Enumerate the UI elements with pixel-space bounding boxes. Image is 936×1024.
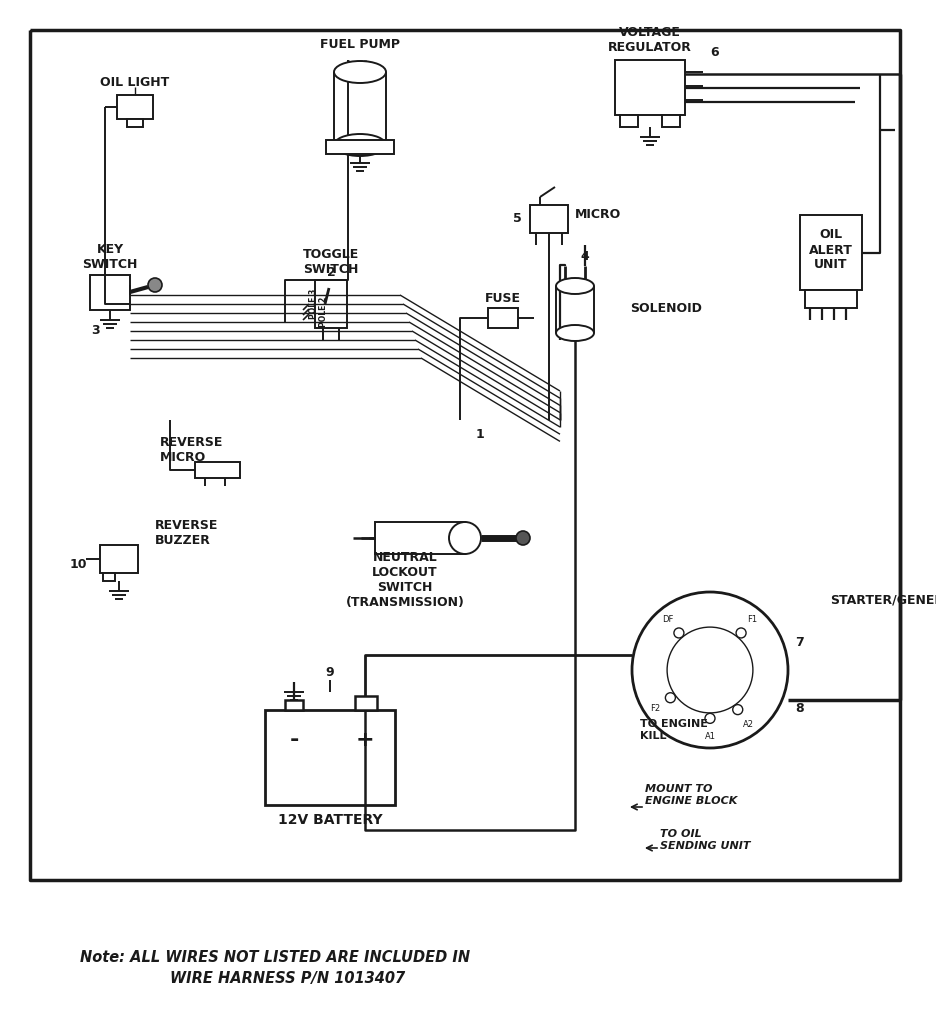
Text: FUSE: FUSE <box>485 292 521 304</box>
Text: -: - <box>289 730 299 750</box>
Circle shape <box>516 531 530 545</box>
Circle shape <box>665 693 676 702</box>
Text: 2: 2 <box>327 265 335 279</box>
Circle shape <box>705 714 715 723</box>
Bar <box>620 115 638 127</box>
Bar <box>530 205 568 233</box>
Text: 4: 4 <box>580 250 590 262</box>
Text: STARTER/GENERATOR: STARTER/GENERATOR <box>830 594 936 606</box>
Text: F1: F1 <box>748 614 758 624</box>
Text: OIL LIGHT: OIL LIGHT <box>100 77 169 89</box>
Bar <box>285 700 303 710</box>
Text: 12V BATTERY: 12V BATTERY <box>278 813 382 827</box>
Text: MICRO: MICRO <box>575 209 622 221</box>
Circle shape <box>667 627 753 713</box>
Text: TO ENGINE
KILL: TO ENGINE KILL <box>640 719 708 740</box>
Text: REVERSE
MICRO: REVERSE MICRO <box>160 436 224 464</box>
Ellipse shape <box>449 522 481 554</box>
Bar <box>195 462 240 478</box>
Bar <box>265 710 395 805</box>
Text: DF: DF <box>662 614 673 624</box>
Text: KEY
SWITCH: KEY SWITCH <box>82 243 138 271</box>
Bar <box>488 308 518 328</box>
Circle shape <box>632 592 788 748</box>
Ellipse shape <box>556 325 594 341</box>
Ellipse shape <box>334 61 386 83</box>
Circle shape <box>736 628 746 638</box>
Bar <box>326 140 394 154</box>
Bar <box>117 95 153 119</box>
Text: REVERSE
BUZZER: REVERSE BUZZER <box>155 519 218 547</box>
Text: OIL
ALERT
UNIT: OIL ALERT UNIT <box>809 228 853 271</box>
Text: 3: 3 <box>91 324 99 337</box>
Text: POLE 2: POLE 2 <box>318 297 328 327</box>
Bar <box>375 522 465 554</box>
Text: FUEL PUMP: FUEL PUMP <box>320 39 400 51</box>
Bar <box>800 215 862 290</box>
Text: F2: F2 <box>651 703 661 713</box>
Text: Note: ALL WIRES NOT LISTED ARE INCLUDED IN: Note: ALL WIRES NOT LISTED ARE INCLUDED … <box>80 950 470 966</box>
Bar <box>90 275 130 310</box>
Text: TO OIL
SENDING UNIT: TO OIL SENDING UNIT <box>660 829 751 851</box>
Text: A1: A1 <box>705 732 715 740</box>
Text: MOUNT TO
ENGINE BLOCK: MOUNT TO ENGINE BLOCK <box>645 784 738 806</box>
Circle shape <box>148 278 162 292</box>
Text: 5: 5 <box>513 213 522 225</box>
Circle shape <box>674 628 684 638</box>
Bar <box>127 119 143 127</box>
Text: A2: A2 <box>742 720 753 729</box>
Text: 1: 1 <box>475 428 484 441</box>
Bar <box>615 60 685 115</box>
Bar <box>805 290 857 308</box>
Ellipse shape <box>334 134 386 156</box>
Text: 6: 6 <box>710 45 719 58</box>
Ellipse shape <box>556 278 594 294</box>
Text: 8: 8 <box>796 701 804 715</box>
Text: TOGGLE
SWITCH: TOGGLE SWITCH <box>303 248 359 276</box>
Bar <box>100 545 138 573</box>
Bar <box>315 280 347 328</box>
Text: SOLENOID: SOLENOID <box>630 301 702 314</box>
Bar <box>103 573 115 581</box>
Text: NEUTRAL
LOCKOUT
SWITCH
(TRANSMISSION): NEUTRAL LOCKOUT SWITCH (TRANSMISSION) <box>345 551 464 609</box>
Text: WIRE HARNESS P/N 1013407: WIRE HARNESS P/N 1013407 <box>170 971 405 985</box>
Text: +: + <box>356 730 374 750</box>
Bar <box>662 115 680 127</box>
Circle shape <box>733 705 743 715</box>
Text: 9: 9 <box>326 666 334 679</box>
Text: VOLTAGE
REGULATOR: VOLTAGE REGULATOR <box>608 26 692 54</box>
Text: 7: 7 <box>796 636 804 648</box>
Bar <box>355 696 377 710</box>
Text: POLE 3: POLE 3 <box>309 289 317 319</box>
Text: 10: 10 <box>69 558 87 571</box>
